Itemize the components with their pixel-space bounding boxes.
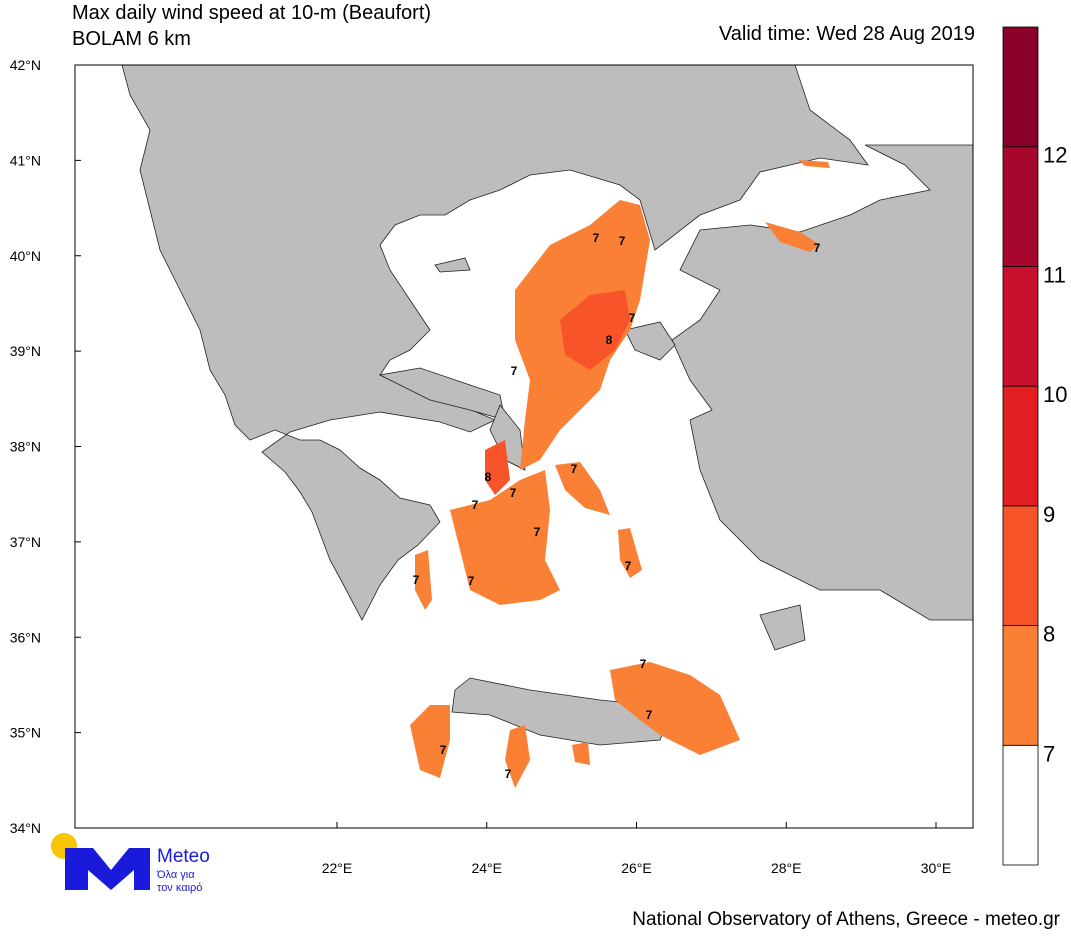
lon-label: 28°E xyxy=(771,860,802,876)
wind-area xyxy=(560,290,630,370)
contour-labels: 7 7 7 8 7 7 8 7 7 7 7 7 7 7 7 7 7 7 xyxy=(413,231,821,781)
lat-label: 34°N xyxy=(10,820,41,836)
colorbar-box xyxy=(1002,26,1039,148)
colorbar-label: 12 xyxy=(1043,143,1067,168)
lat-label: 42°N xyxy=(10,57,41,73)
colorbar-label: 9 xyxy=(1043,502,1055,527)
map: 7 7 7 8 7 7 8 7 7 7 7 7 7 7 7 7 7 7 xyxy=(74,64,974,829)
contour-label: 7 xyxy=(619,234,626,248)
wind-area xyxy=(618,528,642,578)
land xyxy=(489,404,526,471)
contour-label: 7 xyxy=(511,364,518,378)
colorbar-box xyxy=(1002,146,1039,267)
colorbar-label: 7 xyxy=(1043,741,1055,766)
contour-label: 7 xyxy=(625,559,632,573)
contour-label: 7 xyxy=(646,708,653,722)
lon-label: 24°E xyxy=(471,860,502,876)
contour-label: 8 xyxy=(606,333,613,347)
lat-label: 35°N xyxy=(10,725,41,741)
contour-label: 7 xyxy=(640,657,647,671)
contour-label: 7 xyxy=(505,767,512,781)
contour-label: 8 xyxy=(485,470,492,484)
colorbar-label: 8 xyxy=(1043,622,1055,647)
wind-area xyxy=(610,662,740,755)
contour-label: 7 xyxy=(510,486,517,500)
wind-area xyxy=(572,742,590,765)
lon-label: 30°E xyxy=(921,860,952,876)
land xyxy=(624,321,676,361)
logo-tagline: τον καιρό xyxy=(157,882,202,894)
logo-tagline: Όλα για xyxy=(156,869,195,881)
land xyxy=(121,64,869,621)
contour-label: 7 xyxy=(629,311,636,325)
logo-mark xyxy=(65,848,150,890)
axes: 42°N 41°N 40°N 39°N 38°N 37°N 36°N 35°N 34°N 22°E… xyxy=(10,57,952,876)
colorbar-box xyxy=(1002,385,1039,507)
wind-area xyxy=(450,470,560,605)
land xyxy=(759,604,806,651)
colorbar-label: 11 xyxy=(1043,262,1066,287)
footer: National Observatory of Athens, Greece -… xyxy=(632,909,1060,930)
lat-label: 39°N xyxy=(10,343,41,359)
colorbar: 7 8 9 10 11 12 xyxy=(1002,26,1067,866)
wind-area xyxy=(485,440,510,495)
logo-name: Meteo xyxy=(157,846,210,867)
lat-label: 40°N xyxy=(10,248,41,264)
wind-area xyxy=(415,550,432,610)
wind-area xyxy=(505,725,530,788)
title: Max daily wind speed at 10-m (Beaufort) xyxy=(72,2,431,24)
logo: Meteo Όλα για τον καιρό xyxy=(51,833,210,894)
land xyxy=(434,257,471,273)
contour-label: 7 xyxy=(571,462,578,476)
lon-label: 22°E xyxy=(322,860,353,876)
contour-label: 7 xyxy=(814,241,821,255)
subtitle: BOLAM 6 km xyxy=(72,28,191,50)
contour-label: 7 xyxy=(534,525,541,539)
colorbar-box xyxy=(1002,744,1039,866)
wind-area xyxy=(555,462,610,515)
colorbar-box xyxy=(1002,266,1039,387)
contour-label: 7 xyxy=(413,573,420,587)
lon-label: 26°E xyxy=(621,860,652,876)
contour-label: 7 xyxy=(593,231,600,245)
lat-label: 37°N xyxy=(10,534,41,550)
land xyxy=(671,144,974,621)
colorbar-box xyxy=(1002,505,1039,626)
lat-label: 38°N xyxy=(10,439,41,455)
contour-label: 7 xyxy=(468,574,475,588)
colorbar-label: 10 xyxy=(1043,382,1067,407)
colorbar-box xyxy=(1002,625,1039,746)
contour-label: 7 xyxy=(472,498,479,512)
valid-time: Valid time: Wed 28 Aug 2019 xyxy=(719,23,975,45)
contour-label: 7 xyxy=(440,743,447,757)
wind-area xyxy=(410,705,450,778)
lat-label: 41°N xyxy=(10,152,41,168)
wind-area xyxy=(798,160,830,168)
lat-label: 36°N xyxy=(10,629,41,645)
wind-area xyxy=(765,222,820,252)
